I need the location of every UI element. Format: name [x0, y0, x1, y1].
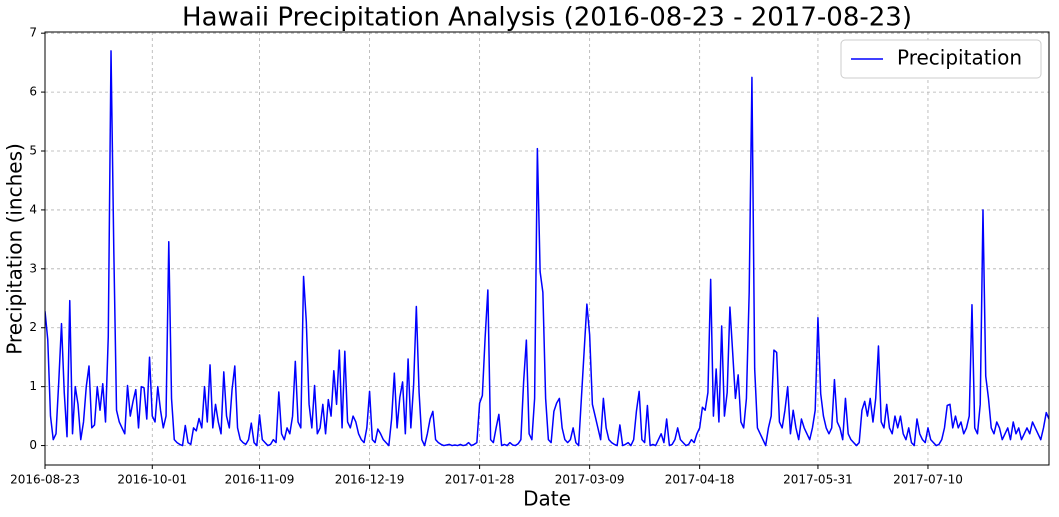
y-tick-label: 0 [29, 438, 37, 452]
legend-label: Precipitation [897, 46, 1022, 70]
y-tick-label: 6 [29, 85, 37, 99]
x-tick-label: 2017-04-18 [665, 473, 735, 487]
plot-area [45, 32, 1049, 465]
x-tick-label: 2017-07-10 [893, 473, 963, 487]
x-axis-label: Date [523, 487, 571, 511]
chart-title: Hawaii Precipitation Analysis (2016-08-2… [182, 3, 912, 33]
y-axis-label: Precipitation (inches) [3, 143, 27, 355]
legend-box [840, 39, 1042, 79]
x-tick-label: 2017-01-28 [445, 473, 515, 487]
x-tick-label: 2016-12-19 [335, 473, 405, 487]
y-tick-label: 4 [29, 202, 37, 216]
y-tick-label: 5 [29, 144, 37, 158]
y-tick-label: 7 [29, 26, 37, 40]
y-tick-label: 2 [29, 320, 37, 334]
y-tick-label: 3 [29, 261, 37, 275]
data-line [45, 50, 1049, 447]
x-tick-label: 2017-03-09 [555, 473, 625, 487]
plot-border [44, 31, 1050, 466]
x-tick-label: 2016-10-01 [117, 473, 187, 487]
x-tick-label: 2016-08-23 [10, 473, 80, 487]
x-tick-label: 2017-05-31 [783, 473, 853, 487]
x-tick-label: 2016-11-09 [225, 473, 295, 487]
y-tick-label: 1 [29, 379, 37, 393]
